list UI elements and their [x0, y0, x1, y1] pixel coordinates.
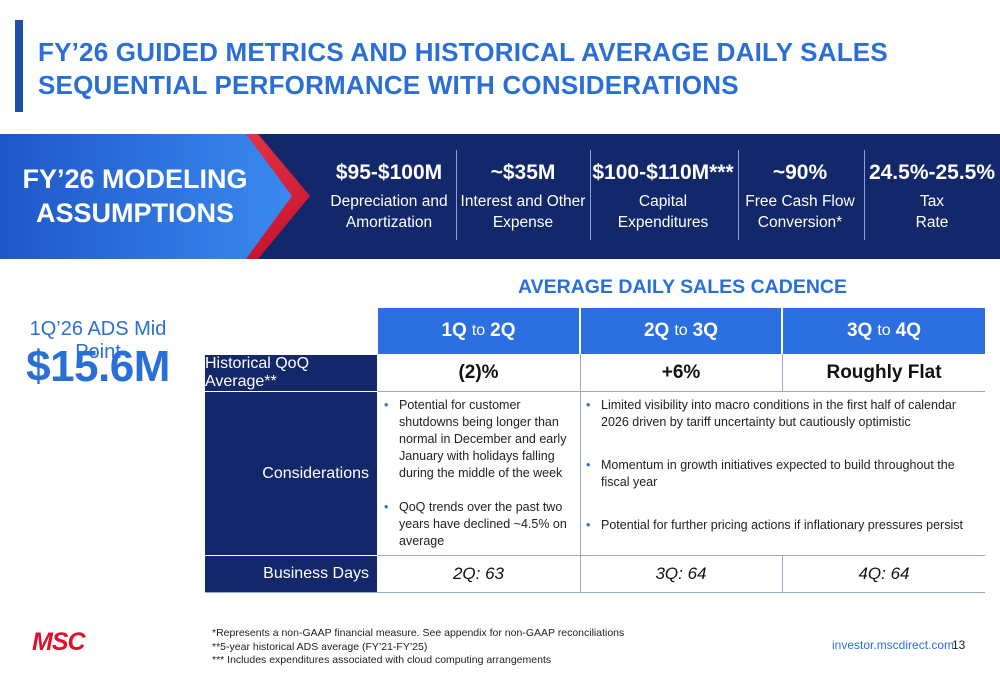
metric-capex: $100-$110M*** Capital Expenditures [590, 150, 736, 245]
header-to: 4Q [895, 320, 922, 341]
metric-label-line-2: Expenditures [617, 214, 709, 231]
cadence-title: AVERAGE DAILY SALES CADENCE [517, 276, 848, 298]
header-to: 2Q [490, 320, 516, 341]
metric-interest: ~$35M Interest and Other Expense [460, 150, 586, 245]
metric-value: ~$35M [490, 161, 556, 184]
metric-value: 24.5%-25.5% [868, 161, 996, 184]
footnotes: *Represents a non-GAAP financial measure… [212, 627, 624, 668]
footnote-3: *** Includes expenditures associated wit… [212, 654, 552, 666]
grid-line [378, 555, 985, 556]
metric-label: Free Cash Flow Conversion* [740, 191, 860, 233]
considerations-list-1q-2q: Potential for customer shutdowns being l… [382, 397, 574, 550]
row-label-considerations: Considerations [205, 392, 377, 555]
assumptions-label-line-1: FY’26 MODELING [22, 164, 248, 194]
metric-value: $100-$110M*** [592, 161, 734, 184]
historical-value-3q-4q: Roughly Flat [826, 362, 942, 383]
consideration-item: QoQ trends over the past two years have … [382, 499, 574, 550]
metric-label: Tax Rate [866, 191, 998, 233]
grid-line [580, 354, 581, 592]
website-link[interactable]: investor.mscdirect.com [832, 638, 955, 652]
consideration-item: Potential for customer shutdowns being l… [382, 397, 574, 482]
assumptions-arrow-graphic [0, 134, 310, 259]
assumptions-label-panel [0, 134, 310, 259]
metric-tax-rate: 24.5%-25.5% Tax Rate [866, 150, 998, 245]
metric-label-line-1: Interest and Other [460, 193, 586, 210]
row-label-business-days: Business Days [205, 556, 377, 592]
header-from: 1Q [441, 320, 467, 341]
footnote-1: *Represents a non-GAAP financial measure… [212, 627, 625, 639]
column-header-1q-2q: 1Q to 2Q [378, 308, 579, 354]
grid-line [782, 354, 783, 392]
grid-line [205, 592, 985, 593]
header-to-word: to [674, 322, 688, 339]
header-to-word: to [877, 322, 891, 339]
metric-label-line-1: Tax [919, 193, 945, 210]
metric-label: Interest and Other Expense [460, 191, 586, 233]
title-accent-bar [15, 20, 23, 112]
metric-label-line-2: Amortization [345, 214, 433, 231]
consideration-item: Potential for further pricing actions if… [584, 517, 980, 534]
metric-divider [590, 150, 591, 240]
business-days-4q: 4Q: 64 [858, 564, 910, 583]
row-label-historical: Historical QoQ Average** [205, 355, 377, 391]
metric-fcf-conversion: ~90% Free Cash Flow Conversion* [740, 150, 860, 245]
page-title: FY’26 GUIDED METRICS AND HISTORICAL AVER… [38, 36, 938, 102]
assumptions-label-line-2: ASSUMPTIONS [35, 198, 235, 228]
metric-divider [864, 150, 865, 240]
ads-midpoint-label: 1Q’26 ADS Mid Point [29, 318, 167, 363]
considerations-list-2q-4q: Limited visibility into macro conditions… [584, 397, 980, 534]
column-header-3q-4q: 3Q to 4Q [783, 308, 985, 354]
business-days-3q: 3Q: 64 [655, 564, 707, 583]
page-title-line-2: SEQUENTIAL PERFORMANCE WITH CONSIDERATIO… [38, 70, 739, 100]
metric-depreciation: $95-$100M Depreciation and Amortization [326, 150, 452, 245]
header-to-word: to [471, 322, 486, 339]
metric-value: ~90% [772, 161, 828, 184]
assumptions-label: FY’26 MODELING ASSUMPTIONS [10, 162, 260, 230]
consideration-item: Momentum in growth initiatives expected … [584, 457, 980, 491]
metric-divider [738, 150, 739, 240]
metric-label: Capital Expenditures [590, 191, 736, 233]
historical-value-2q-3q: +6% [661, 362, 701, 383]
header-to: 3Q [692, 320, 719, 341]
metric-label-line-2: Expense [492, 214, 554, 231]
metric-label-line-1: Depreciation and [330, 193, 448, 210]
grid-line [782, 555, 783, 592]
column-header-2q-3q: 2Q to 3Q [581, 308, 781, 354]
ads-midpoint-value: $15.6M [26, 342, 170, 391]
metric-value: $95-$100M [335, 161, 443, 184]
page-number: 13 [952, 638, 966, 652]
historical-value-1q-2q: (2)% [458, 362, 499, 383]
consideration-item: Limited visibility into macro conditions… [584, 397, 980, 431]
footnote-2: **5-year historical ADS average (FY’21-F… [212, 640, 428, 653]
msc-logo: MSC [32, 628, 86, 656]
header-from: 2Q [643, 320, 670, 341]
metric-label-line-1: Free Cash Flow [745, 193, 855, 210]
business-days-2q: 2Q: 63 [452, 564, 505, 583]
metric-label-line-2: Conversion* [757, 214, 843, 231]
metric-label-line-1: Capital [638, 193, 688, 210]
metric-label: Depreciation and Amortization [326, 191, 452, 233]
grid-line [378, 391, 985, 392]
metric-label-line-2: Rate [915, 214, 949, 231]
page-title-line-1: FY’26 GUIDED METRICS AND HISTORICAL AVER… [38, 37, 888, 67]
header-from: 3Q [846, 320, 873, 341]
metric-divider [456, 150, 457, 240]
